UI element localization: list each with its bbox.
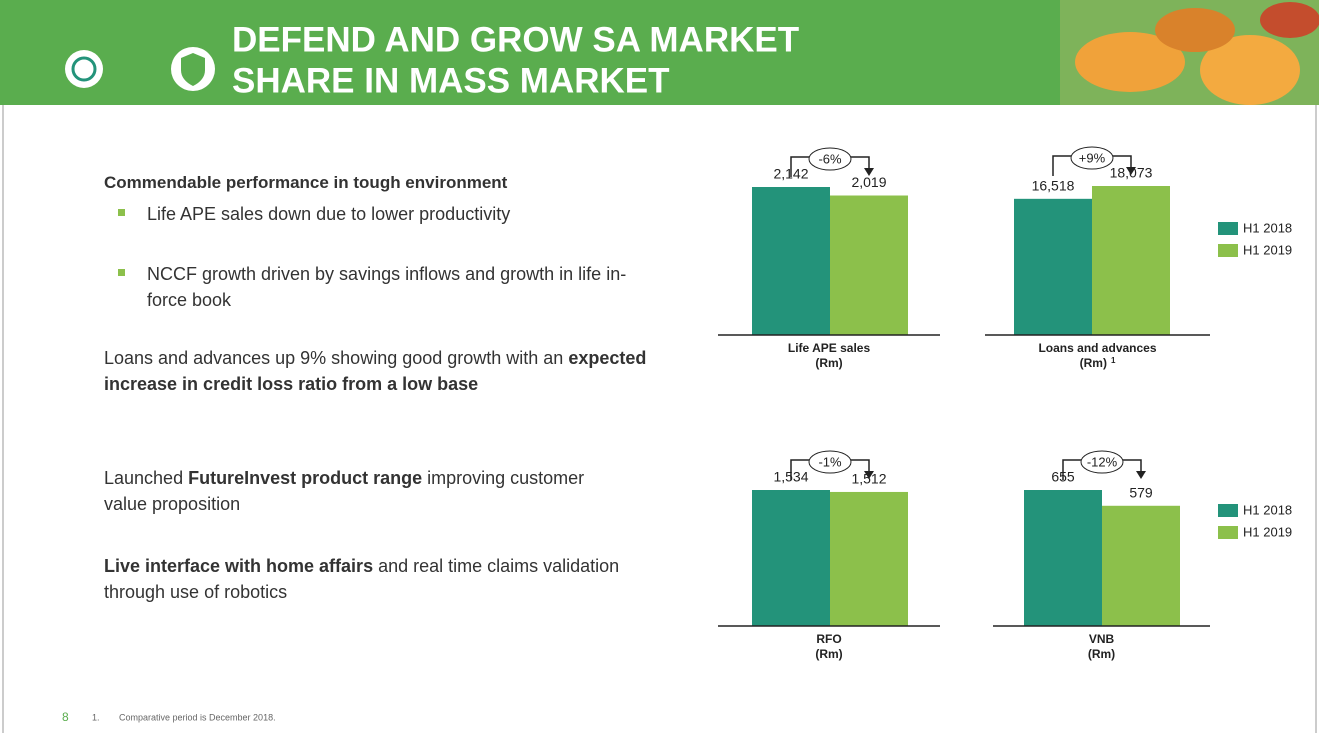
paragraph: Loans and advances up 9% showing good gr… [104, 345, 649, 397]
bar [1102, 505, 1180, 626]
bar [830, 195, 908, 335]
text-segment: Launched [104, 468, 189, 488]
subtitle-text: (Rm) [1080, 356, 1107, 370]
paragraph: Live interface with home affairs and rea… [104, 553, 654, 605]
paragraph: Launched FutureInvest product range impr… [104, 465, 624, 517]
text-segment: improving customer value proposition [104, 468, 585, 514]
text-segment: and real time claims validation through … [104, 556, 620, 602]
change-label: +9% [1079, 150, 1106, 165]
header-image [1060, 0, 1319, 105]
change-bubble [808, 147, 852, 171]
legend-swatch [1218, 504, 1238, 517]
bar [1092, 186, 1170, 335]
subtitle-text: (Rm) [1088, 647, 1115, 661]
text-segment: FutureInvest product range [188, 468, 423, 488]
chart-subtitle: (Rm) [815, 647, 842, 661]
change-arrow [1136, 471, 1146, 479]
chart-subtitle: (Rm) [815, 356, 842, 370]
bullet: NCCF growth driven by savings inflows an… [147, 264, 627, 310]
chart-title: Life APE sales [788, 341, 871, 355]
bar [830, 491, 908, 626]
value-label: 2,019 [851, 174, 886, 190]
text-segment: expected increase in credit loss ratio f… [104, 348, 647, 394]
chart-subtitle: (Rm) 1 [1080, 356, 1116, 370]
bar [1024, 490, 1102, 626]
heading: Commendable performance in tough environ… [104, 173, 508, 192]
change-label: -1% [818, 454, 842, 469]
footnote-ref: 1 [1111, 356, 1116, 365]
change-arrow [864, 471, 874, 479]
chart-title: VNB [1089, 632, 1115, 646]
legend-label: H1 2018 [1243, 502, 1292, 517]
text-segment: Loans and advances up 9% showing good gr… [104, 348, 569, 368]
legend-swatch [1218, 244, 1238, 257]
subtitle-text: (Rm) [815, 647, 842, 661]
legend-swatch [1218, 222, 1238, 235]
legend-label: H1 2018 [1243, 220, 1292, 235]
logo-mark [71, 56, 97, 82]
logo [65, 50, 103, 88]
chart-title: Loans and advances [1038, 341, 1156, 355]
legend-label: H1 2019 [1243, 524, 1292, 539]
legend-label: H1 2019 [1243, 242, 1292, 257]
chart-subtitle: (Rm) [1088, 647, 1115, 661]
legend-swatch [1218, 526, 1238, 539]
footnote: Comparative period is December 2018. [119, 712, 276, 722]
change-bubble [1070, 146, 1114, 170]
shield-shape [181, 53, 205, 86]
bar [752, 187, 830, 335]
bar [752, 490, 830, 626]
bullet: Life APE sales down due to lower product… [147, 204, 511, 224]
change-bubble [1080, 450, 1124, 474]
value-label: 579 [1129, 484, 1153, 500]
change-arrow [864, 168, 874, 176]
title-line: DEFEND AND GROW SA MARKET [232, 20, 799, 59]
chart-title: RFO [816, 632, 841, 646]
change-label: -6% [818, 151, 842, 166]
value-label: 16,518 [1032, 178, 1075, 194]
subtitle-text: (Rm) [815, 356, 842, 370]
change-label: -12% [1087, 454, 1118, 469]
bar [1014, 198, 1092, 335]
change-arrow [1126, 167, 1136, 175]
text-segment: Live interface with home affairs [104, 556, 374, 576]
title-line: SHARE IN MASS MARKET [232, 61, 670, 100]
bullet-marker [118, 269, 125, 276]
page-number: 8 [62, 710, 69, 724]
change-bubble [808, 450, 852, 474]
bullet-marker [118, 209, 125, 216]
footnote-number: 1. [92, 712, 100, 722]
